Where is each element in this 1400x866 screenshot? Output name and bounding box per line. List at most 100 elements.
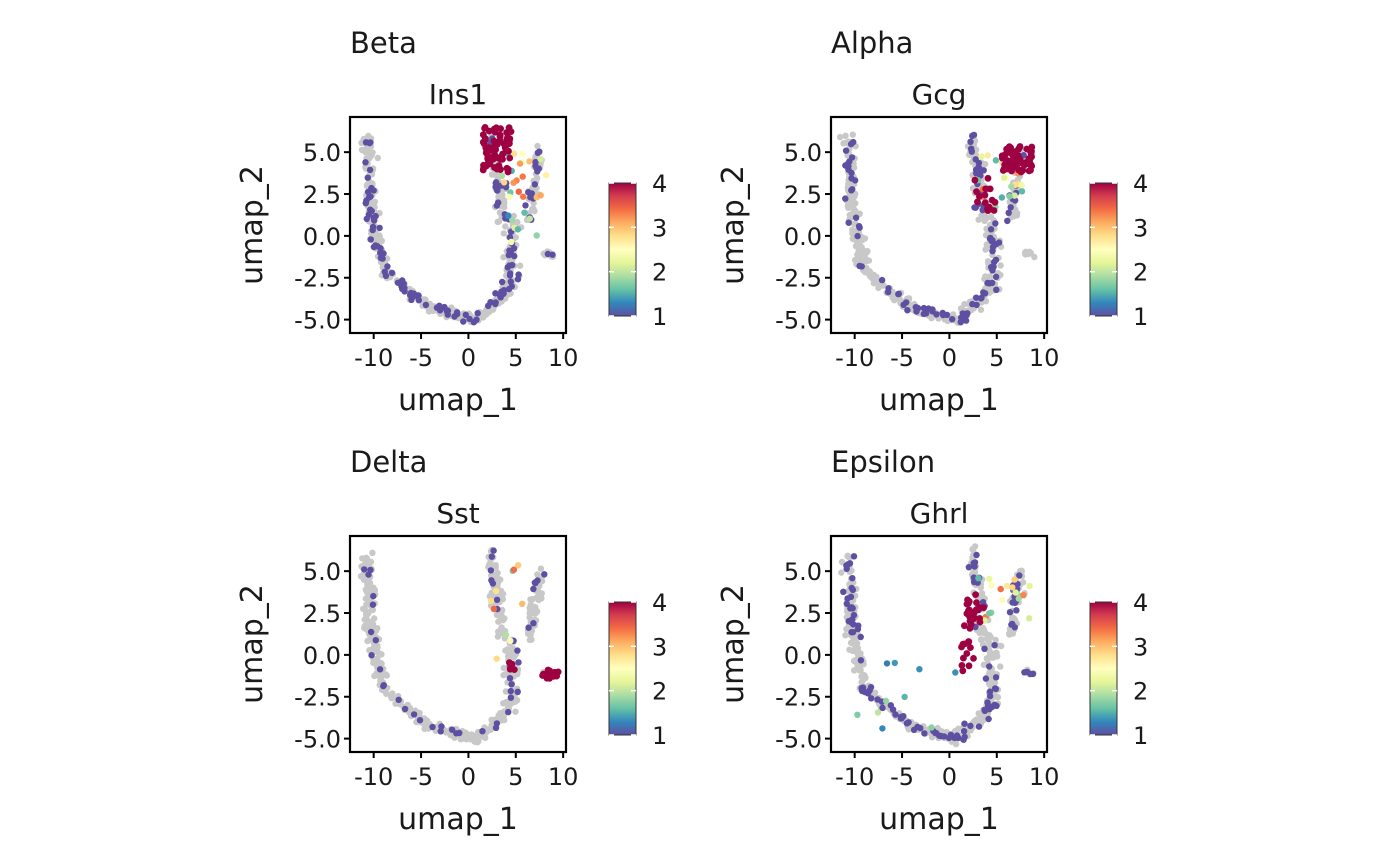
cell-point-background (364, 594, 371, 601)
cell-point-mid (874, 709, 882, 716)
cell-point-background (537, 565, 545, 572)
y-tick-label: -5.0 (294, 307, 341, 335)
cell-point-low (972, 156, 979, 163)
cell-point-background (481, 733, 488, 740)
y-tick-label: 0.0 (303, 223, 341, 251)
cell-point-mid (997, 585, 1004, 593)
cell-point-mid (510, 150, 518, 157)
cell-point-background (528, 205, 536, 213)
cell-point-high (504, 165, 512, 173)
cell-point-background (955, 725, 962, 732)
x-tick-label: 5 (989, 344, 1004, 372)
cell-point-background (842, 632, 849, 639)
cell-point-mid (537, 192, 544, 199)
cell-point-high (506, 659, 513, 666)
cell-point-background (870, 271, 878, 279)
cell-point-high (986, 185, 994, 193)
cell-point-background (489, 306, 497, 313)
cell-point-low (488, 577, 495, 584)
cell-point-low (535, 165, 542, 172)
plot-title: Sst (436, 497, 479, 530)
cell-point-background (492, 564, 499, 572)
cell-point-high (480, 165, 487, 173)
cell-point-high (490, 137, 498, 145)
cell-point-background (979, 627, 987, 635)
plot-title: Ghrl (910, 497, 969, 530)
cell-point-low (473, 316, 480, 323)
cell-point-mid (502, 631, 510, 639)
cell-point-background (1009, 629, 1017, 636)
cell-point-background (530, 199, 537, 207)
y-tick-label: -2.5 (294, 265, 341, 293)
cell-point-low (981, 645, 988, 652)
panel-title: Beta (350, 26, 417, 60)
cell-point-low (892, 711, 899, 718)
cell-point-low (861, 688, 869, 696)
cell-point-background (977, 636, 985, 644)
cell-point-low (843, 565, 850, 572)
cell-point-background (990, 650, 997, 658)
cell-point-background (388, 691, 395, 699)
cell-point-low (493, 596, 501, 603)
y-tick-label: 5.0 (784, 558, 822, 586)
cell-point-low (842, 162, 849, 169)
cell-point-high (967, 644, 974, 651)
cell-point-low (370, 592, 377, 600)
cell-point-low (384, 263, 391, 270)
plot-border (348, 534, 568, 754)
cell-point-low (508, 681, 515, 688)
colorbar-label: 4 (1133, 589, 1148, 617)
cell-point-low (987, 234, 994, 242)
cell-point-background (998, 642, 1005, 650)
cell-point-low (854, 232, 861, 240)
cell-point-mid (986, 575, 993, 582)
cell-point-mid (1012, 589, 1019, 596)
cell-point-background (983, 225, 990, 233)
cell-point-background (992, 636, 999, 644)
cell-point-low (971, 204, 978, 211)
cell-point-low (499, 278, 506, 286)
cell-point-low (969, 132, 976, 140)
cell-point-low (460, 318, 467, 325)
cell-point-high (959, 667, 967, 675)
cell-point-low (949, 316, 956, 323)
cell-point-low (895, 290, 902, 297)
cell-point-high (976, 193, 983, 200)
cell-point-high (506, 665, 514, 673)
cell-point-low (940, 311, 947, 319)
cell-point-low (843, 600, 850, 607)
cell-point-mid (505, 212, 512, 219)
cell-point-mid (1008, 183, 1015, 190)
y-tick-label: 0.0 (784, 223, 822, 251)
cell-point-mid (978, 153, 985, 160)
cell-point-low (986, 692, 994, 700)
cell-point-mid (515, 188, 522, 195)
cell-point-background (383, 690, 390, 697)
cell-point-low (856, 224, 863, 231)
cell-point-background (383, 672, 390, 679)
cell-point-background (838, 558, 846, 566)
cell-point-mid (542, 172, 550, 179)
cell-point-background (422, 296, 429, 303)
cell-point-low (992, 685, 1000, 693)
y-tick-label: 0.0 (303, 642, 341, 670)
cell-point-background (504, 646, 511, 653)
cell-point-low (854, 625, 862, 633)
cell-point-mid (515, 562, 522, 569)
cell-point-background (838, 569, 845, 576)
cell-point-low (845, 219, 852, 226)
cell-point-high (984, 174, 992, 182)
cell-point-high (958, 643, 965, 651)
x-tick-label: -10 (835, 344, 874, 372)
cell-point-low (493, 179, 500, 186)
cell-point-low (904, 307, 911, 314)
cell-point-high (972, 591, 979, 598)
cell-point-mid (492, 587, 500, 595)
cell-point-low (993, 286, 1000, 293)
cell-point-low (507, 270, 514, 277)
scatter-panel-ins1: Beta Ins1 -10 -5 0 5 10 5.0 2.5 0.0 -2.5 -5.0 umap_1… (235, 26, 667, 418)
cell-point-low (846, 158, 853, 165)
cell-point-low (971, 563, 978, 570)
cell-point-low (968, 145, 975, 152)
cell-point-low (506, 247, 513, 254)
